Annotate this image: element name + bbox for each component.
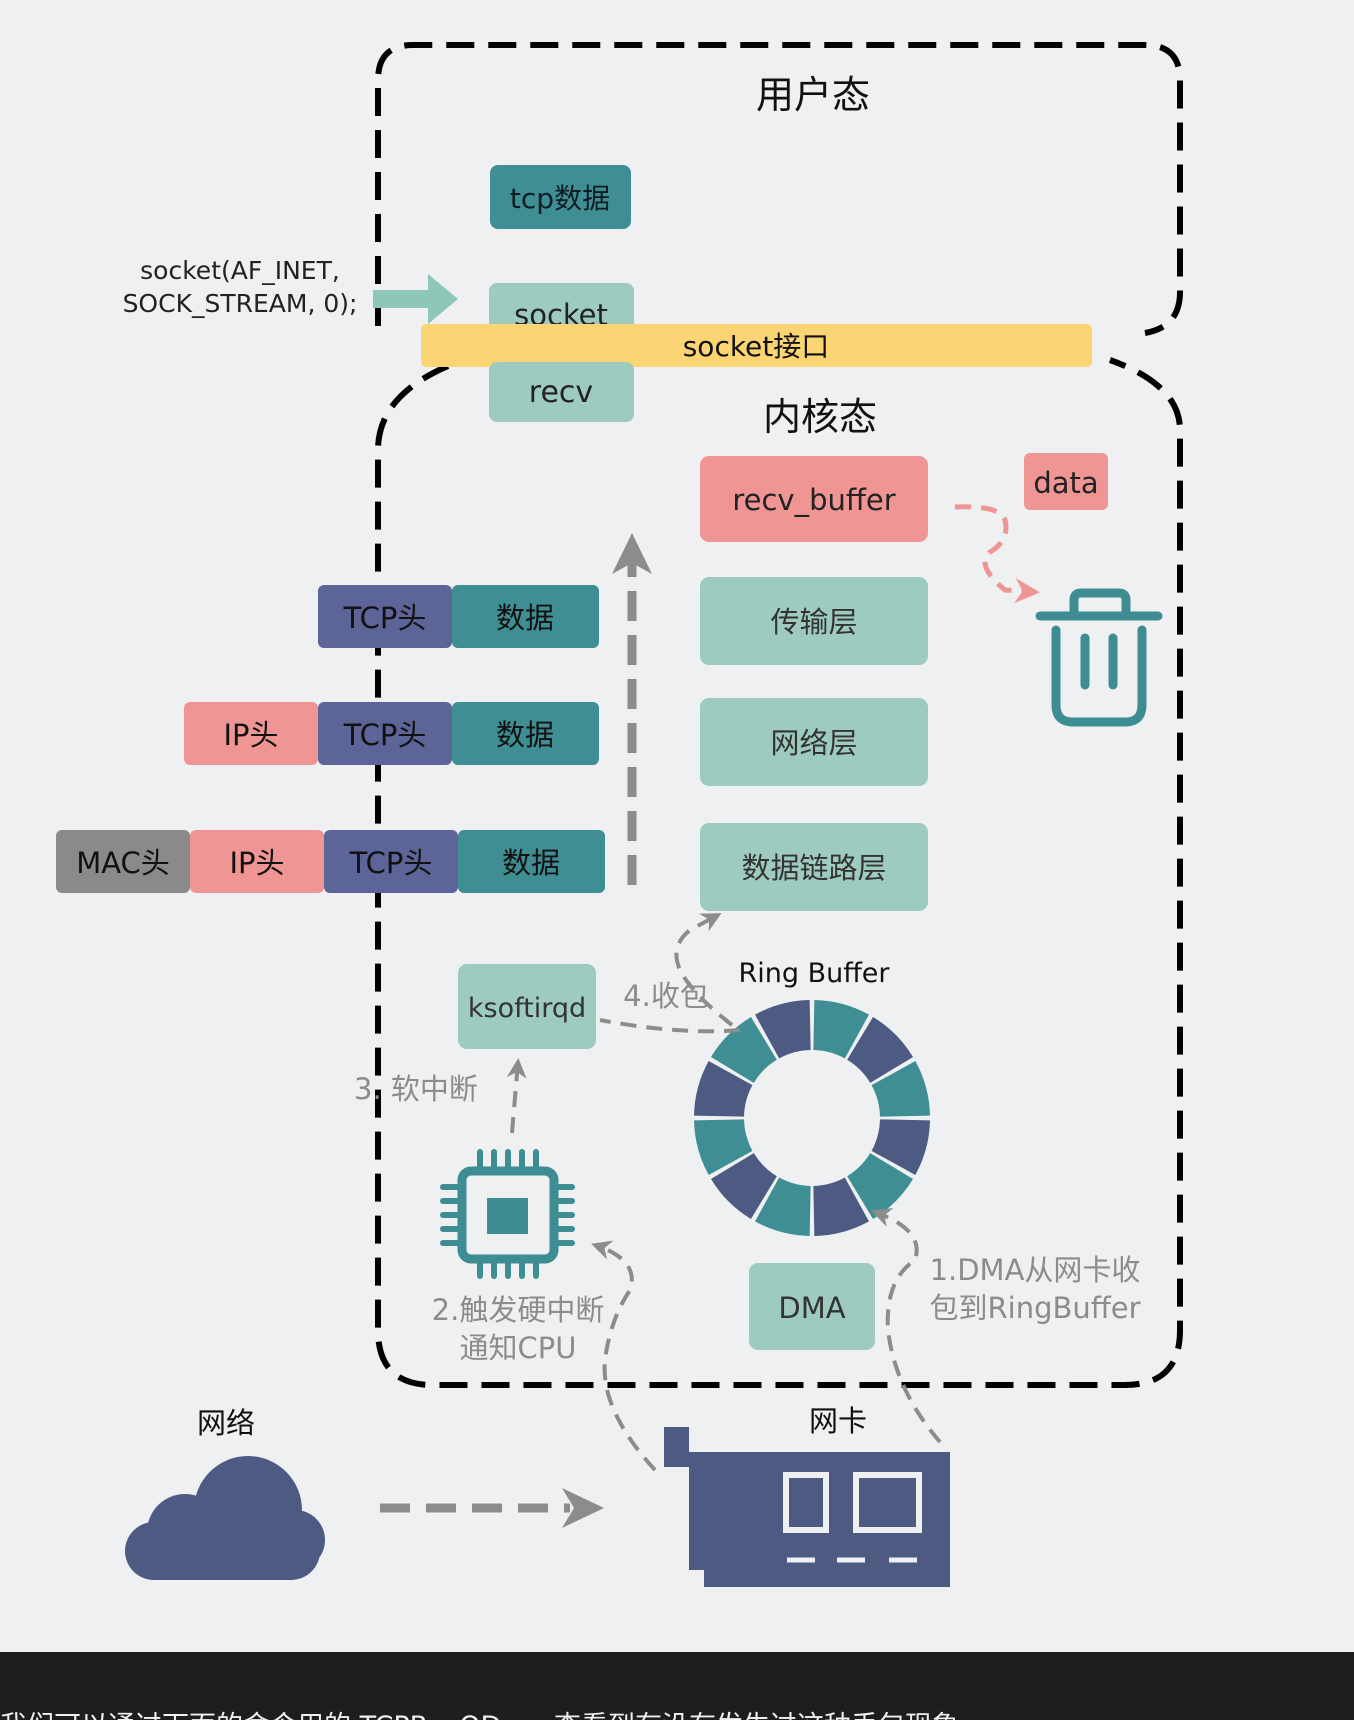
step2-label-line1: 2.触发硬中断 <box>432 1293 605 1327</box>
data-tag-box <box>1024 453 1108 510</box>
packet1-data <box>452 585 599 648</box>
ring-buffer-segment <box>711 1153 777 1219</box>
socket-call-line1: socket(AF_INET, <box>140 256 340 285</box>
ring-buffer-segment <box>847 1153 913 1219</box>
nic-label: 网卡 <box>809 1404 867 1438</box>
step1-label-line2: 包到RingBuffer <box>929 1291 1140 1325</box>
network-card-icon <box>664 1427 950 1587</box>
transport-layer-label: 传输层 <box>770 605 857 639</box>
socket-call-arrow <box>373 274 458 324</box>
packet3-data-label: 数据 <box>502 846 560 880</box>
network-label: 网络 <box>197 1406 255 1440</box>
recv-box-label: recv <box>529 375 593 410</box>
recv-buffer-box <box>700 456 928 542</box>
ring-buffer-segment <box>813 1177 869 1236</box>
step2-label-line2: 通知CPU <box>460 1331 577 1365</box>
transport-layer-box <box>700 577 928 665</box>
recv-buffer-label: recv_buffer <box>732 483 895 517</box>
step1-label-line1: 1.DMA从网卡收 <box>930 1253 1141 1287</box>
tcp-data-label: tcp数据 <box>510 182 610 215</box>
ring-buffer-segment <box>694 1061 753 1117</box>
packet3-tcp-header <box>324 830 458 893</box>
packet2-tcp-header <box>318 702 452 765</box>
ring-buffer-segment <box>755 1177 811 1236</box>
packet3-ip-header-label: IP头 <box>229 846 284 880</box>
ring-buffer-segment <box>847 1017 913 1083</box>
packet2-data <box>452 702 599 765</box>
ring-buffer-segment <box>871 1061 930 1117</box>
diagram-svg: 用户态 内核态 tcp数据 socket(AF_INET, SOCK_STREA… <box>56 42 1183 1587</box>
dma-box <box>749 1263 875 1350</box>
cloud-icon <box>125 1456 325 1580</box>
dma-label: DMA <box>778 1291 845 1325</box>
tcp-data-box <box>490 165 631 229</box>
data-tag-label: data <box>1033 466 1098 500</box>
packet3-ip-header <box>190 830 324 893</box>
user-space-title: 用户态 <box>756 73 870 117</box>
socket-interface-label: socket接口 <box>683 330 830 363</box>
ring-buffer-ring <box>694 1000 930 1236</box>
step4-label: 4.收包 <box>623 979 709 1013</box>
packet1-tcp-header <box>318 585 452 648</box>
packet1-tcp-header-label: TCP头 <box>343 601 427 635</box>
ring-buffer-label: Ring Buffer <box>738 958 890 989</box>
caption-strip: 我们可以通过下面的命令用的 TCPRcvQDrop 查看到有没有发生过这种丢包现… <box>0 1652 1354 1720</box>
packet2-data-label: 数据 <box>496 718 554 752</box>
recv-box <box>489 362 634 422</box>
network-layer-label: 网络层 <box>770 726 857 760</box>
packet3-data <box>458 830 605 893</box>
ring-buffer-segment <box>813 1000 869 1059</box>
datalink-layer-label: 数据链路层 <box>741 851 886 885</box>
ring-buffer-segment <box>755 1000 811 1059</box>
packet3-tcp-header-label: TCP头 <box>349 846 433 880</box>
step3-arrow <box>506 1058 527 1134</box>
trash-icon <box>1035 588 1163 727</box>
drop-arrow <box>954 504 1040 604</box>
ksoftirqd-box <box>458 964 596 1049</box>
step4-arrow-to-ksoftirqd <box>599 1018 741 1034</box>
network-to-nic-arrowhead <box>562 1488 604 1528</box>
step1-arrow <box>871 1208 942 1444</box>
kernel-space-title: 内核态 <box>763 395 877 439</box>
socket-interface-bar <box>421 324 1092 367</box>
packet3-mac-header <box>56 830 190 893</box>
step4-arrow-to-datalink <box>674 913 734 1027</box>
socket-call-line2: SOCK_STREAM, 0); <box>123 289 358 318</box>
kernel-space-boundary <box>375 357 1183 1388</box>
step3-label: 3. 软中断 <box>354 1072 478 1106</box>
diagram-background <box>0 0 1354 1652</box>
upward-flow-arrowhead <box>612 533 652 574</box>
cpu-chip-icon <box>440 1149 575 1279</box>
step2-arrow <box>591 1240 657 1472</box>
ring-buffer-segment <box>694 1119 753 1175</box>
ksoftirqd-label: ksoftirqd <box>468 993 586 1024</box>
packet1-data-label: 数据 <box>496 601 554 635</box>
network-layer-box <box>700 698 928 786</box>
ring-buffer-segment <box>711 1017 777 1083</box>
packet2-ip-header-label: IP头 <box>223 718 278 752</box>
caption-text: 我们可以通过下面的命令用的 TCPRcvQDrop 查看到有没有发生过这种丢包现… <box>0 1704 959 1720</box>
packet2-ip-header <box>184 702 318 765</box>
packet3-mac-header-label: MAC头 <box>76 846 170 880</box>
user-space-boundary <box>375 42 1183 336</box>
datalink-layer-box <box>700 823 928 911</box>
ring-buffer-segment <box>871 1119 930 1175</box>
packet2-tcp-header-label: TCP头 <box>343 718 427 752</box>
